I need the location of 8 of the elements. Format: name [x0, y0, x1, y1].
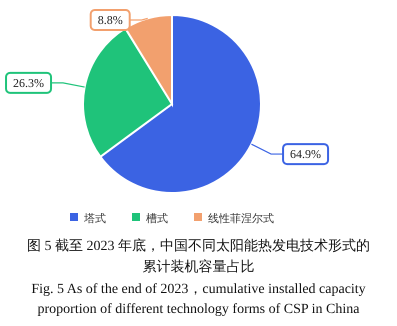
data-label: 26.3% — [13, 76, 44, 90]
data-label: 64.9% — [290, 147, 322, 162]
caption: 图 5 截至 2023 年底，中国不同太阳能热发电技术形式的累计装机容量占比 — [26, 237, 371, 277]
caption: Fig. 5 As of the end of 2023，cumulative installed capacity proportion of different technology forms of CSP in China — [30, 281, 367, 319]
legend-label: 槽式 — [146, 212, 168, 225]
data-label: 8.8% — [98, 13, 123, 27]
legend-label: 塔式 — [83, 212, 106, 225]
legend-label: 线性菲涅尔式 — [208, 212, 274, 225]
